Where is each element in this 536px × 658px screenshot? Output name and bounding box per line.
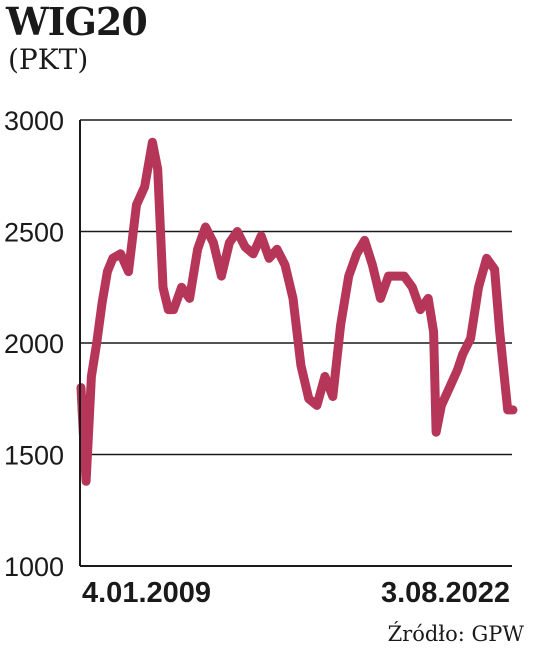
source-note: Źródło: GPW (387, 622, 524, 646)
x-tick-label-end: 3.08.2022 (381, 577, 510, 609)
y-tick-label-1000: 1000 (4, 552, 64, 582)
x-tick-label-start: 4.01.2009 (82, 577, 211, 609)
y-tick-label-3000: 3000 (4, 106, 64, 136)
series-line (76, 137, 518, 486)
y-tick-label-2000: 2000 (4, 329, 64, 359)
chart-unit: (PKT) (8, 43, 89, 76)
chart-title: WIG20 (6, 0, 148, 44)
y-tick-label-2500: 2500 (4, 218, 64, 248)
y-tick-label-1500: 1500 (4, 441, 64, 471)
